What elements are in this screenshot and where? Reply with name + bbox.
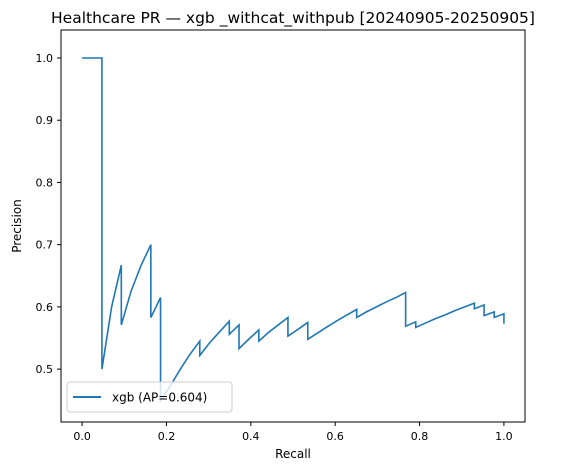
x-tick-label: 0.0 bbox=[73, 430, 91, 443]
x-tick-label: 1.0 bbox=[495, 430, 513, 443]
legend-box bbox=[66, 381, 233, 413]
x-tick-label: 0.6 bbox=[326, 430, 344, 443]
y-axis-ticks: 0.5 0.6 0.7 0.8 0.9 1.0 bbox=[36, 52, 61, 376]
y-tick-label: 0.5 bbox=[36, 363, 54, 376]
plot-area bbox=[60, 29, 526, 423]
x-axis-ticks: 0.0 0.2 0.4 0.6 0.8 1.0 bbox=[73, 422, 513, 443]
legend: xgb (AP=0.604) bbox=[66, 381, 233, 413]
x-tick-label: 0.8 bbox=[411, 430, 429, 443]
x-tick-label: 0.2 bbox=[158, 430, 176, 443]
y-axis-label: Precision bbox=[10, 199, 24, 253]
y-tick-label: 1.0 bbox=[36, 52, 54, 65]
y-tick-label: 0.7 bbox=[36, 239, 54, 252]
x-axis-label: Recall bbox=[275, 447, 311, 461]
series-layer bbox=[82, 57, 505, 403]
x-tick-label: 0.4 bbox=[242, 430, 260, 443]
legend-label-xgb: xgb (AP=0.604) bbox=[112, 391, 207, 405]
y-tick-label: 0.8 bbox=[36, 176, 54, 189]
y-tick-label: 0.9 bbox=[36, 114, 54, 127]
series-line-xgb bbox=[82, 57, 505, 403]
chart-title: Healthcare PR — xgb _withcat_withpub [20… bbox=[51, 9, 535, 28]
y-tick-label: 0.6 bbox=[36, 301, 54, 314]
